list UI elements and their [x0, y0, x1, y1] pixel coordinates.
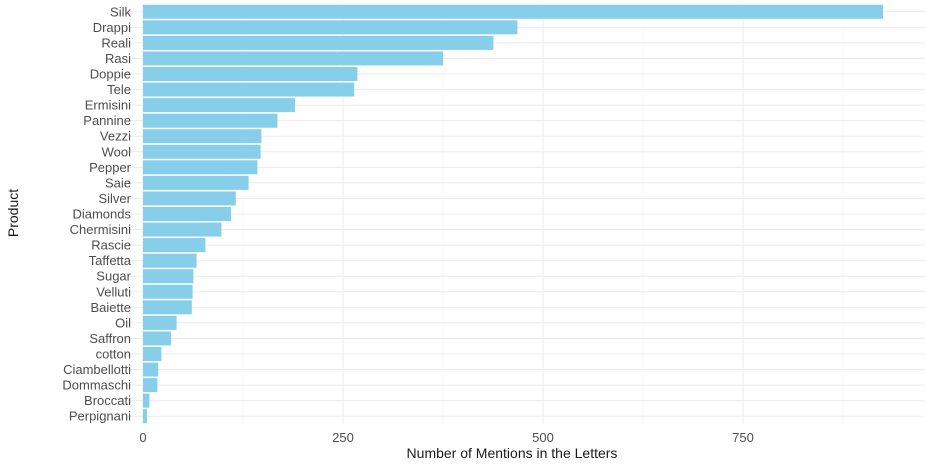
bar [143, 20, 518, 35]
bar [143, 393, 150, 408]
bar [143, 238, 206, 253]
bar [143, 98, 295, 113]
bar [143, 315, 177, 330]
category-label: Velluti [96, 284, 131, 299]
category-label: Taffetta [89, 253, 132, 268]
category-label: Vezzi [100, 129, 131, 144]
category-label: Perpignani [69, 409, 131, 424]
x-tick-label: 500 [532, 430, 554, 445]
x-tick-label: 0 [139, 430, 146, 445]
x-axis-title: Number of Mentions in the Letters [407, 445, 618, 461]
category-label: Rascie [91, 238, 131, 253]
category-label: Broccati [84, 393, 131, 408]
bar [143, 284, 193, 299]
category-label: Chermisini [70, 222, 132, 237]
bar [143, 300, 192, 315]
bar [143, 129, 262, 144]
category-label: Silk [110, 4, 131, 19]
x-tick-labels: 0 250 500 750 [139, 430, 753, 445]
category-label: Ermisini [85, 98, 131, 113]
category-label: Ciambellotti [63, 362, 131, 377]
bar [143, 175, 249, 190]
category-label: Drappi [93, 20, 131, 35]
category-label: Reali [101, 35, 131, 50]
bar [143, 160, 258, 175]
category-label: Silver [98, 191, 131, 206]
y-axis-title: Product [5, 189, 21, 237]
bar [143, 35, 494, 50]
category-label: Wool [102, 144, 131, 159]
category-label: Diamonds [72, 207, 131, 222]
bar [143, 144, 261, 159]
category-label: cotton [96, 347, 131, 362]
x-tick-label: 750 [732, 430, 754, 445]
bar [143, 191, 236, 206]
bar [143, 222, 222, 237]
category-label: Sugar [96, 269, 131, 284]
bar [143, 51, 443, 66]
category-label: Pepper [89, 160, 132, 175]
bar [143, 362, 159, 377]
bar [143, 409, 147, 424]
bar [143, 207, 231, 221]
bar [143, 82, 355, 97]
bar [143, 67, 358, 81]
x-tick-label: 250 [332, 430, 354, 445]
category-label: Tele [107, 82, 131, 97]
category-label: Baiette [91, 300, 131, 315]
category-label: Pannine [83, 113, 131, 128]
category-label: Oil [115, 315, 131, 330]
category-label: Saie [105, 175, 131, 190]
category-labels: SilkDrappiRealiRasiDoppieTeleErmisiniPan… [62, 4, 131, 423]
bar [143, 378, 158, 393]
bar [143, 347, 162, 361]
bar [143, 113, 278, 128]
bar [143, 4, 883, 19]
category-label: Doppie [90, 67, 131, 82]
category-label: Dommaschi [62, 378, 131, 393]
bar [143, 269, 194, 284]
category-label: Rasi [105, 51, 131, 66]
category-label: Saffron [89, 331, 131, 346]
bars [143, 4, 883, 424]
bar [143, 253, 197, 268]
bar [143, 331, 171, 346]
